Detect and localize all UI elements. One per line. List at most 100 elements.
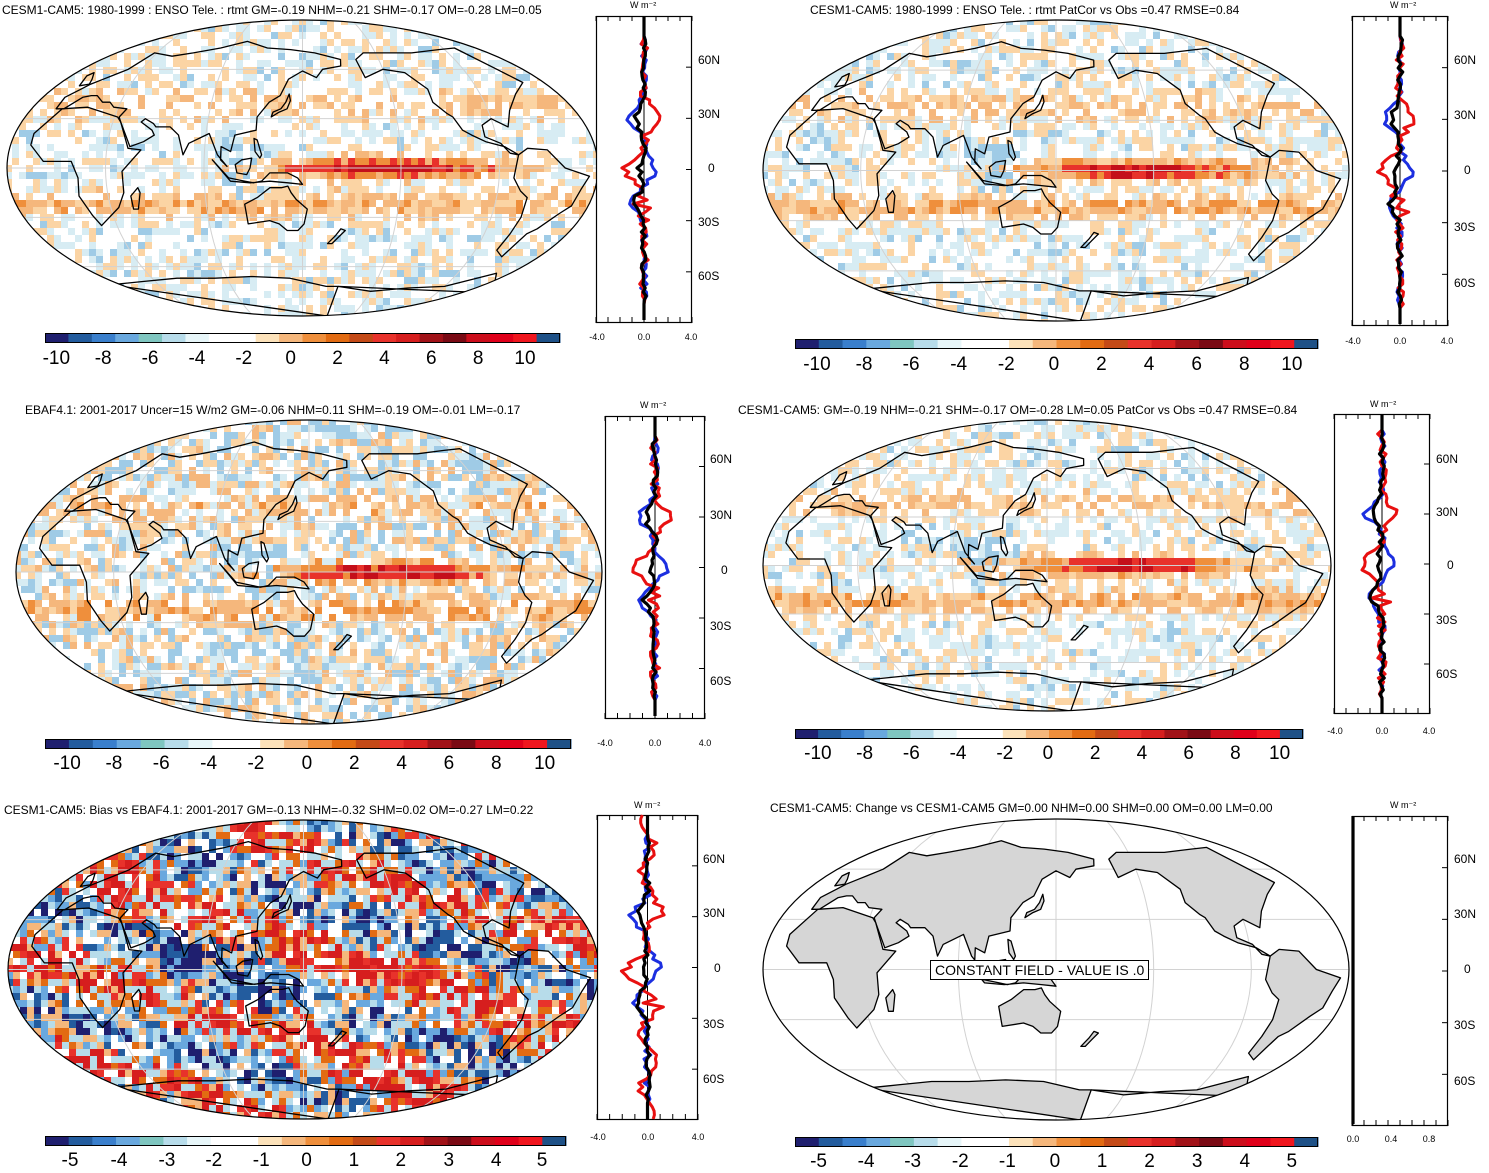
field-cell — [789, 32, 797, 40]
field-cell — [61, 116, 69, 124]
field-cell — [1279, 53, 1287, 61]
field-cell — [68, 151, 76, 159]
field-cell — [285, 32, 293, 40]
field-cell — [376, 95, 384, 103]
field-cell — [257, 207, 265, 215]
field-cell — [432, 158, 440, 166]
field-cell — [215, 186, 223, 194]
field-cell — [1083, 74, 1091, 82]
field-cell — [1076, 25, 1084, 33]
field-cell — [1083, 32, 1091, 40]
field-cell — [180, 172, 188, 180]
field-cell — [579, 102, 587, 110]
field-cell — [355, 172, 363, 180]
field-cell — [1153, 46, 1161, 54]
field-cell — [1097, 74, 1105, 82]
field-cell — [999, 32, 1007, 40]
field-cell — [880, 18, 888, 26]
field-cell — [68, 186, 76, 194]
field-cell — [187, 74, 195, 82]
field-cell — [1139, 102, 1147, 110]
field-cell — [761, 53, 769, 61]
field-cell — [369, 172, 377, 180]
field-cell — [775, 46, 783, 54]
field-cell — [439, 235, 447, 243]
field-cell — [488, 39, 496, 47]
field-cell — [173, 221, 181, 229]
field-cell — [278, 207, 286, 215]
field-cell — [341, 305, 349, 313]
field-cell — [355, 123, 363, 131]
field-cell — [502, 256, 510, 264]
field-cell — [12, 298, 20, 306]
field-cell — [117, 158, 125, 166]
field-cell — [376, 291, 384, 299]
field-cell — [1167, 88, 1175, 96]
field-cell — [271, 67, 279, 75]
field-cell — [1174, 74, 1182, 82]
field-cell — [964, 67, 972, 75]
field-cell — [1188, 60, 1196, 68]
field-cell — [922, 102, 930, 110]
field-cell — [82, 312, 90, 320]
field-cell — [89, 186, 97, 194]
field-cell — [530, 39, 538, 47]
field-cell — [250, 256, 258, 264]
field-cell — [418, 193, 426, 201]
field-cell — [495, 186, 503, 194]
field-cell — [488, 144, 496, 152]
field-cell — [523, 95, 531, 103]
field-cell — [411, 144, 419, 152]
field-cell — [264, 207, 272, 215]
field-cell — [362, 53, 370, 61]
field-cell — [103, 242, 111, 250]
field-cell — [194, 130, 202, 138]
field-cell — [544, 291, 552, 299]
field-cell — [369, 312, 377, 320]
field-cell — [264, 284, 272, 292]
field-cell — [110, 88, 118, 96]
field-cell — [229, 207, 237, 215]
field-cell — [152, 109, 160, 117]
field-cell — [565, 172, 573, 180]
field-cell — [117, 88, 125, 96]
field-cell — [201, 158, 209, 166]
field-cell — [460, 284, 468, 292]
field-cell — [12, 46, 20, 54]
field-cell — [180, 221, 188, 229]
field-cell — [530, 249, 538, 257]
field-cell — [222, 221, 230, 229]
field-cell — [845, 116, 853, 124]
field-cell — [12, 109, 20, 117]
field-cell — [810, 32, 818, 40]
field-cell — [383, 193, 391, 201]
field-cell — [1048, 81, 1056, 89]
colorbar-swatch — [92, 333, 116, 343]
field-cell — [278, 165, 286, 173]
field-cell — [271, 235, 279, 243]
field-cell — [61, 123, 69, 131]
field-cell — [19, 137, 27, 145]
field-cell — [243, 186, 251, 194]
field-cell — [1097, 46, 1105, 54]
field-cell — [390, 39, 398, 47]
field-cell — [89, 88, 97, 96]
field-cell — [1027, 39, 1035, 47]
field-cell — [61, 67, 69, 75]
field-cell — [103, 165, 111, 173]
field-cell — [222, 95, 230, 103]
field-cell — [943, 109, 951, 117]
field-cell — [404, 102, 412, 110]
field-cell — [341, 95, 349, 103]
field-cell — [187, 193, 195, 201]
field-cell — [537, 123, 545, 131]
field-cell — [579, 88, 587, 96]
field-cell — [894, 46, 902, 54]
field-cell — [194, 88, 202, 96]
field-cell — [173, 193, 181, 201]
field-cell — [1314, 32, 1322, 40]
field-cell — [929, 39, 937, 47]
field-cell — [327, 179, 335, 187]
field-cell — [355, 81, 363, 89]
field-cell — [761, 74, 769, 82]
